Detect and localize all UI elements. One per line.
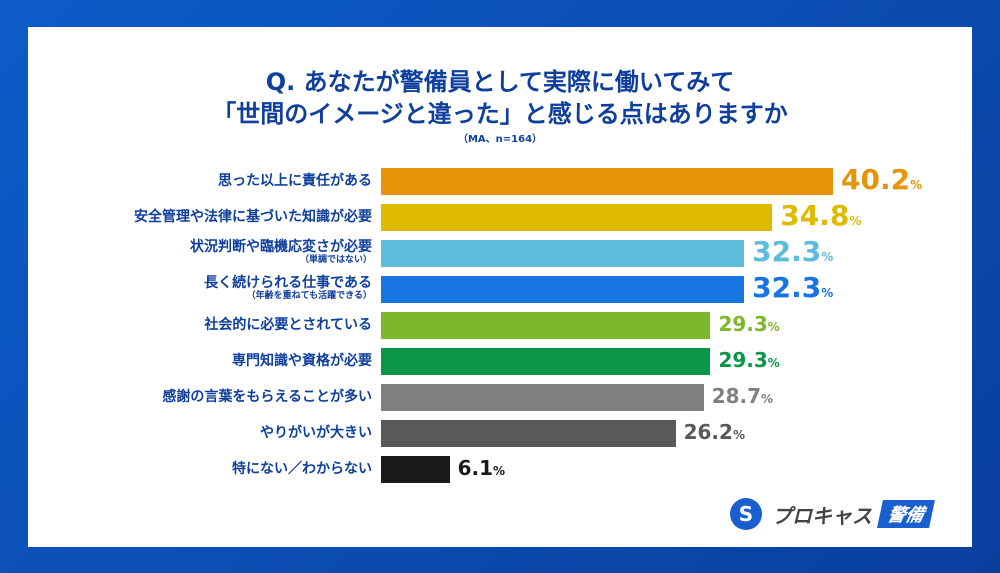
category-label-text: 特にない／わからない bbox=[232, 461, 372, 477]
category-label-text: 状況判断や臨機応変さが必要 bbox=[190, 239, 372, 255]
category-label: 思った以上に責任がある bbox=[218, 173, 372, 189]
bar bbox=[381, 384, 704, 411]
chart-title-line1: Q. あなたが警備員として実際に働いてみて bbox=[265, 68, 735, 96]
category-label-text: 長く続けられる仕事である bbox=[204, 275, 372, 291]
data-label-value: 28.7 bbox=[711, 384, 762, 408]
data-label-unit: % bbox=[821, 286, 834, 300]
bar bbox=[381, 456, 450, 483]
category-label: 安全管理や法律に基づいた知識が必要 bbox=[134, 209, 372, 225]
data-label: 34.8% bbox=[780, 199, 861, 232]
category-sublabel: （単調ではない） bbox=[299, 255, 372, 265]
logo: S プロキャス 警備 bbox=[728, 496, 935, 532]
category-label-text: 感謝の言葉をもらえることが多い bbox=[162, 389, 372, 405]
data-label-unit: % bbox=[821, 250, 834, 264]
bar bbox=[381, 168, 833, 195]
category-label-text: やりがいが大きい bbox=[260, 425, 372, 441]
data-label: 29.3% bbox=[718, 312, 779, 336]
data-label-unit: % bbox=[493, 464, 506, 478]
category-label: 社会的に必要とされている bbox=[204, 317, 372, 333]
category-sublabel: （年齢を重ねても活躍できる） bbox=[246, 291, 372, 301]
data-label-value: 6.1 bbox=[457, 456, 494, 480]
category-label: 長く続けられる仕事である （年齢を重ねても活躍できる） bbox=[204, 275, 372, 302]
bar bbox=[381, 240, 745, 267]
bar bbox=[381, 348, 711, 375]
svg-text:S: S bbox=[739, 502, 753, 526]
data-label-value: 29.3 bbox=[718, 312, 768, 336]
category-label-text: 安全管理や法律に基づいた知識が必要 bbox=[134, 209, 372, 225]
data-label: 32.3% bbox=[752, 235, 833, 268]
bar bbox=[381, 276, 745, 303]
data-label-unit: % bbox=[849, 214, 862, 228]
bar bbox=[381, 420, 676, 447]
category-label: 専門知識や資格が必要 bbox=[232, 353, 372, 369]
data-label-unit: % bbox=[761, 392, 774, 406]
data-label: 26.2% bbox=[684, 420, 745, 444]
data-label-value: 40.2 bbox=[841, 163, 911, 196]
data-label: 6.1% bbox=[458, 456, 505, 480]
logo-s-icon: S bbox=[730, 498, 762, 530]
bar bbox=[381, 204, 773, 231]
logo-text: プロキャス bbox=[772, 503, 872, 528]
category-label: 状況判断や臨機応変さが必要 （単調ではない） bbox=[190, 239, 372, 266]
data-label-value: 29.3 bbox=[718, 348, 768, 372]
data-label-unit: % bbox=[767, 356, 780, 370]
category-label-text: 思った以上に責任がある bbox=[218, 173, 372, 189]
data-label: 32.3% bbox=[752, 271, 833, 304]
data-label-value: 26.2 bbox=[683, 420, 733, 444]
data-label-value: 32.3 bbox=[752, 271, 822, 304]
data-label-unit: % bbox=[910, 178, 923, 192]
data-label: 29.3% bbox=[718, 348, 779, 372]
category-label: 感謝の言葉をもらえることが多い bbox=[162, 389, 372, 405]
data-label-unit: % bbox=[767, 320, 780, 334]
logo-badge: 警備 bbox=[877, 500, 935, 528]
data-label: 40.2% bbox=[841, 163, 922, 196]
data-label: 28.7% bbox=[712, 384, 773, 408]
category-label: 特にない／わからない bbox=[232, 461, 372, 477]
data-label-value: 32.3 bbox=[752, 235, 822, 268]
chart-title-line2: 「世間のイメージと違った」と感じる点はありますか bbox=[212, 100, 788, 128]
bar bbox=[381, 312, 711, 339]
category-label: やりがいが大きい bbox=[260, 425, 372, 441]
category-label-text: 専門知識や資格が必要 bbox=[232, 353, 372, 369]
category-label-text: 社会的に必要とされている bbox=[204, 317, 372, 333]
data-label-unit: % bbox=[732, 428, 745, 442]
sample-note: （MA、n=164） bbox=[457, 134, 543, 145]
data-label-value: 34.8 bbox=[780, 199, 850, 232]
